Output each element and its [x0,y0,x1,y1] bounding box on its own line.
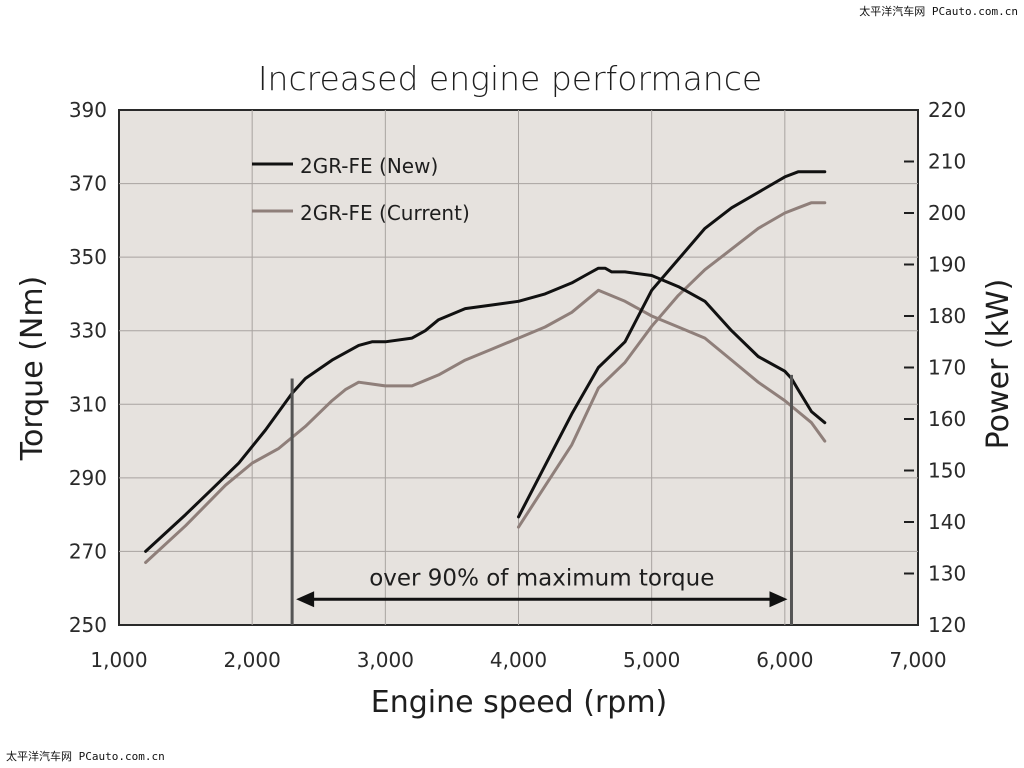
y-tick-label: 350 [69,245,107,269]
y-tick-label: 390 [69,98,107,122]
legend: 2GR-FE (New) 2GR-FE (Current) [252,154,470,225]
x-tick-label: 6,000 [756,648,813,672]
right-axis-ticks [904,160,914,575]
grid-lines [119,110,918,625]
y2-tick-label: 200 [928,201,966,225]
y2-tick-label: 190 [928,253,966,277]
series-new-torque-line [144,266,827,553]
y-tick-label: 370 [69,172,107,196]
tick-labels: 1,000 2,000 3,000 4,000 5,000 6,000 7,000 250 27… [69,98,966,672]
chart-title: Increased engine performance [258,59,762,98]
y-tick-label: 330 [69,319,107,343]
legend-entry-label: 2GR-FE (New) [300,154,438,178]
y2-tick-label: 130 [928,562,966,586]
series-new-power-line [517,170,827,519]
watermark-top-right: 太平洋汽车网 PCauto.com.cn [859,4,1018,18]
y2-tick-label: 180 [928,304,966,328]
y-tick-label: 310 [69,392,107,416]
y-tick-label: 270 [69,539,107,563]
y-tick-label: 290 [69,466,107,490]
y2-tick-label: 120 [928,613,966,637]
x-tick-label: 7,000 [889,648,946,672]
x-tick-label: 4,000 [490,648,547,672]
y2-tick-label: 160 [928,407,966,431]
y2-tick-label: 170 [928,356,966,380]
x-tick-label: 3,000 [357,648,414,672]
y-axis-title-right: Power (kW) [981,279,1016,450]
series-current-power-line [517,201,827,529]
range-arrow-head-left [296,591,315,608]
x-tick-label: 1,000 [90,648,147,672]
x-tick-label: 5,000 [623,648,680,672]
y2-tick-label: 140 [928,510,966,534]
watermark-bottom-left: 太平洋汽车网 PCauto.com.cn [6,749,165,763]
x-axis-title: Engine speed (rpm) [371,685,668,720]
x-tick-label: 2,000 [224,648,281,672]
range-arrow-head-right [769,591,788,608]
legend-entry-label: 2GR-FE (Current) [300,201,470,225]
y2-tick-label: 210 [928,150,966,174]
y2-tick-label: 150 [928,459,966,483]
y2-tick-label: 220 [928,98,966,122]
annotation-layer: over 90% of maximum torque [290,374,793,625]
y-axis-title-left: Torque (Nm) [15,276,50,462]
y-tick-label: 250 [69,613,107,637]
range-annotation-label: over 90% of maximum torque [369,565,714,591]
